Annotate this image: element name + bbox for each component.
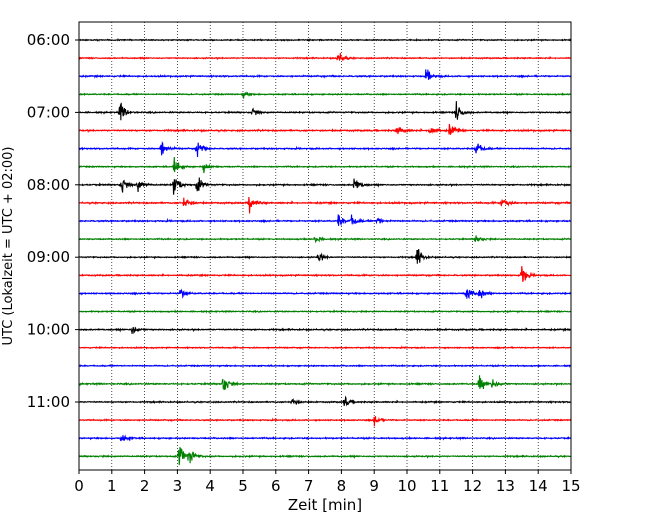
y-tick-label: 09:00 (27, 248, 70, 266)
x-tick-label: 5 (238, 477, 248, 495)
trace-row-0830 (78, 214, 572, 227)
trace-row-1045 (78, 375, 572, 391)
x-tick-label: 13 (496, 477, 515, 495)
trace-row-0845 (78, 235, 572, 244)
y-tick-label: 10:00 (27, 321, 70, 339)
trace-row-0800 (78, 177, 572, 195)
y-tick-label: 11:00 (27, 393, 70, 411)
y-tick-label: 07:00 (27, 103, 70, 121)
trace-row-0715 (78, 123, 572, 135)
x-axis-ticks: 0 1 2 3 4 5 6 7 8 9 10 11 12 13 14 15 (74, 470, 581, 495)
y-tick-label: 06:00 (27, 31, 70, 49)
plot-frame (78, 21, 572, 471)
x-tick-label: 4 (205, 477, 215, 495)
x-tick-label: 1 (107, 477, 117, 495)
trace-row-0700 (78, 101, 572, 121)
trace-row-0745 (78, 157, 572, 174)
trace-row-1015 (78, 345, 572, 350)
trace-row-1115 (78, 416, 572, 427)
x-tick-label: 3 (173, 477, 183, 495)
trace-row-1130 (78, 434, 572, 442)
y-axis-ticks: 06:00 07:00 08:00 09:00 10:00 11:00 (27, 31, 79, 411)
x-tick-label: 14 (529, 477, 548, 495)
x-tick-label: 7 (304, 477, 314, 495)
trace-row-0600 (78, 37, 572, 43)
trace-row-0645 (78, 91, 572, 99)
x-tick-label: 2 (140, 477, 150, 495)
x-tick-label: 12 (463, 477, 482, 495)
trace-row-0915 (78, 266, 572, 283)
trace-row-0930 (78, 288, 572, 300)
x-tick-label: 6 (271, 477, 281, 495)
trace-row-0815 (78, 196, 572, 214)
x-tick-label: 10 (397, 477, 416, 495)
trace-row-1100 (78, 395, 572, 407)
x-tick-label: 11 (430, 477, 449, 495)
trace-row-1000 (78, 326, 572, 335)
y-tick-label: 08:00 (27, 176, 70, 194)
x-tick-label: 0 (74, 477, 84, 495)
trace-row-0630 (78, 69, 572, 80)
trace-row-0615 (78, 52, 572, 62)
seismogram-traces (78, 37, 572, 466)
trace-row-1145 (78, 447, 572, 466)
x-tick-label: 8 (337, 477, 347, 495)
trace-row-0730 (78, 141, 572, 158)
trace-row-0900 (78, 248, 572, 264)
trace-row-0945 (78, 309, 572, 314)
x-axis-label: Zeit [min] (288, 496, 362, 514)
x-tick-label: 9 (369, 477, 379, 495)
x-tick-label: 15 (561, 477, 580, 495)
y-axis-label: UTC (Lokalzeit = UTC + 02:00) (1, 147, 16, 346)
trace-row-1030 (78, 363, 572, 368)
